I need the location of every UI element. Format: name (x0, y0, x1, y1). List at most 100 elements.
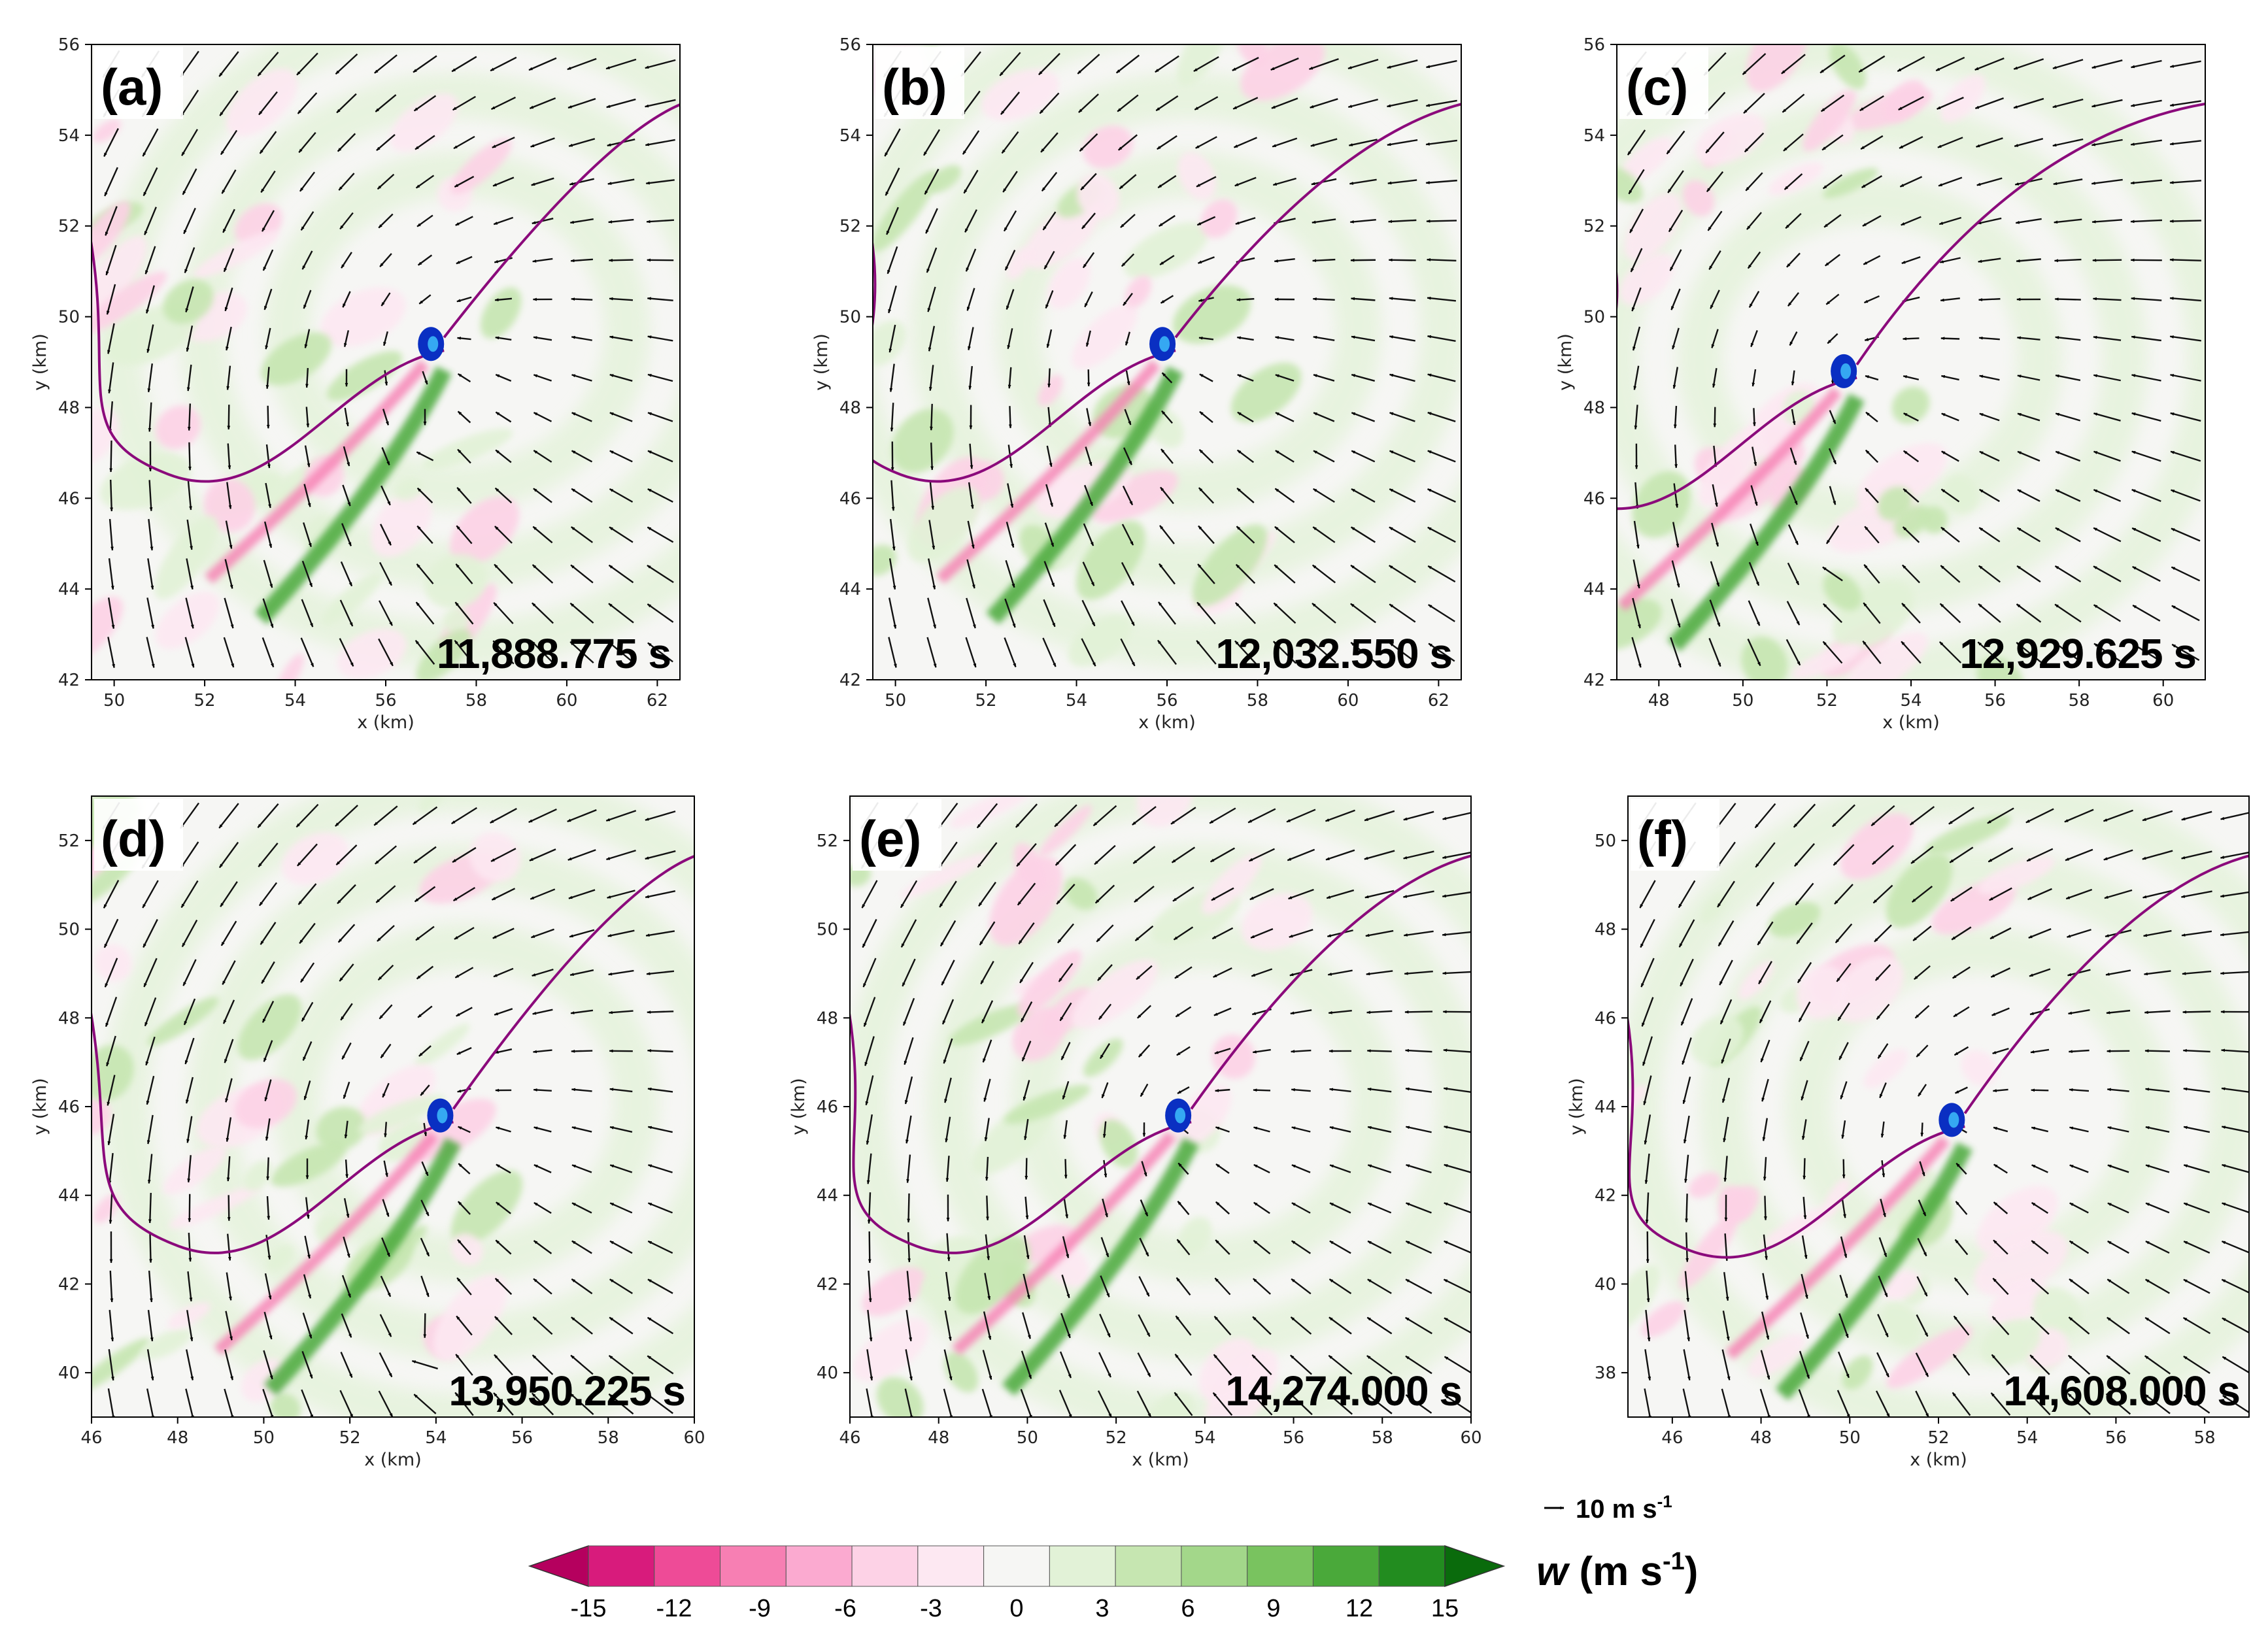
y-tick-label: 50 (1595, 831, 1616, 851)
w-blob (1200, 199, 1238, 239)
w-blob (1192, 524, 1268, 607)
wind-vector (1078, 93, 1099, 113)
y-tick-label: 44 (817, 1186, 838, 1206)
wind-vector (1388, 219, 1417, 224)
colorbar-label: w (m s-1) (1536, 1548, 1698, 1594)
wind-vector (1349, 178, 1377, 185)
wind-vector (1124, 409, 1132, 426)
wind-vector (1898, 95, 1924, 111)
w-blob (270, 1393, 301, 1417)
w-blob (1023, 199, 1101, 269)
y-tick-label: 50 (817, 920, 838, 940)
wind-vector (2013, 58, 2044, 70)
wind-vector (1234, 640, 1257, 665)
colorbar-swatch (1247, 1545, 1313, 1587)
wind-vector (1006, 289, 1015, 310)
colorbar-swatch (983, 1545, 1050, 1587)
w-blob (424, 554, 488, 609)
wind-vector (185, 1077, 194, 1104)
panel-label: (d) (101, 810, 166, 867)
wind-vector (1903, 412, 1919, 422)
wind-vector (490, 56, 517, 72)
wind-vector (1161, 372, 1173, 384)
wind-vector (2092, 297, 2122, 301)
wind-vector (965, 248, 977, 272)
wind-vector (532, 602, 554, 624)
wind-vector (1086, 330, 1091, 347)
x-tick-label: 54 (425, 1428, 447, 1448)
wind-vector (1750, 485, 1758, 507)
wind-vector (925, 208, 938, 234)
wind-vector (1275, 412, 1295, 422)
wind-vector (2171, 566, 2201, 582)
colorbar-swatch (1378, 1545, 1446, 1587)
wind-vector (495, 373, 512, 382)
panel-label-bg (94, 47, 183, 119)
wind-vector (1043, 250, 1055, 270)
x-tick-label: 48 (167, 1428, 188, 1448)
wind-vector (148, 402, 152, 432)
colorbar: -15 -12 -9 -6 -3 0 3 6 9 12 15 (528, 1545, 1506, 1622)
w-field (92, 44, 680, 680)
wind-vector (1781, 54, 1806, 75)
y-axis-label: y (km) (811, 333, 832, 391)
wind-vector (2169, 100, 2201, 107)
wind-vector (415, 640, 435, 665)
wind-vector (180, 90, 199, 117)
wind-vector (1349, 219, 1376, 224)
wind-vector (1863, 602, 1881, 624)
wind-vector (303, 484, 311, 508)
wind-vector (928, 365, 934, 392)
w-blob (371, 491, 432, 558)
w-blob (1617, 598, 1662, 650)
wind-vector (1782, 93, 1805, 113)
w-blob (1791, 643, 1862, 679)
wind-vector (2130, 219, 2163, 224)
wind-vector (1387, 139, 1418, 146)
w-blob (92, 1337, 150, 1394)
wind-vector (1120, 638, 1136, 667)
wind-vector (1940, 526, 1960, 543)
wind-vector (187, 403, 192, 431)
wind-vector (108, 558, 114, 590)
wind-vector (1783, 133, 1804, 152)
wind-vector (1750, 524, 1759, 546)
w-blob (167, 1302, 211, 1329)
wind-vector (965, 637, 977, 668)
wind-vector (1631, 637, 1642, 668)
wind-vector (1748, 561, 1760, 586)
wind-vector (1940, 297, 1960, 302)
y-tick-label: 38 (1595, 1363, 1616, 1383)
wind-vector (2016, 527, 2041, 543)
wind-vector (1270, 58, 1299, 71)
time-label: 12,032.550 s (1215, 630, 1452, 677)
wind-vector (1938, 176, 1963, 187)
colorbar-swatch (654, 1545, 721, 1587)
wind-vector (1671, 560, 1680, 588)
wind-vector (258, 91, 278, 116)
wind-vector (1784, 173, 1803, 190)
colorbar-swatch (1181, 1545, 1248, 1587)
wind-vector (1389, 642, 1416, 663)
wind-vector (1350, 603, 1376, 624)
wind-vector (1389, 603, 1416, 623)
wind-vector (2131, 335, 2161, 342)
w-blob (1884, 80, 1925, 122)
wind-vector (1159, 214, 1176, 227)
x-tick-label: 54 (1900, 691, 1921, 710)
colorbar-tick-label: 15 (1431, 1595, 1459, 1622)
wind-vector (454, 640, 475, 665)
wind-vector (107, 1388, 115, 1417)
wind-vector (1199, 410, 1213, 424)
wind-vector (2093, 412, 2121, 422)
wind-vector (1901, 641, 1921, 664)
wind-vector (1313, 374, 1335, 382)
y-tick-label: 50 (58, 920, 80, 940)
wind-vector (1083, 523, 1094, 546)
wind-vector (645, 139, 675, 146)
wind-vector (1312, 297, 1335, 301)
y-axis-label: y (km) (1566, 1078, 1587, 1135)
wind-vector (2052, 98, 2084, 109)
wind-vector (265, 482, 271, 509)
